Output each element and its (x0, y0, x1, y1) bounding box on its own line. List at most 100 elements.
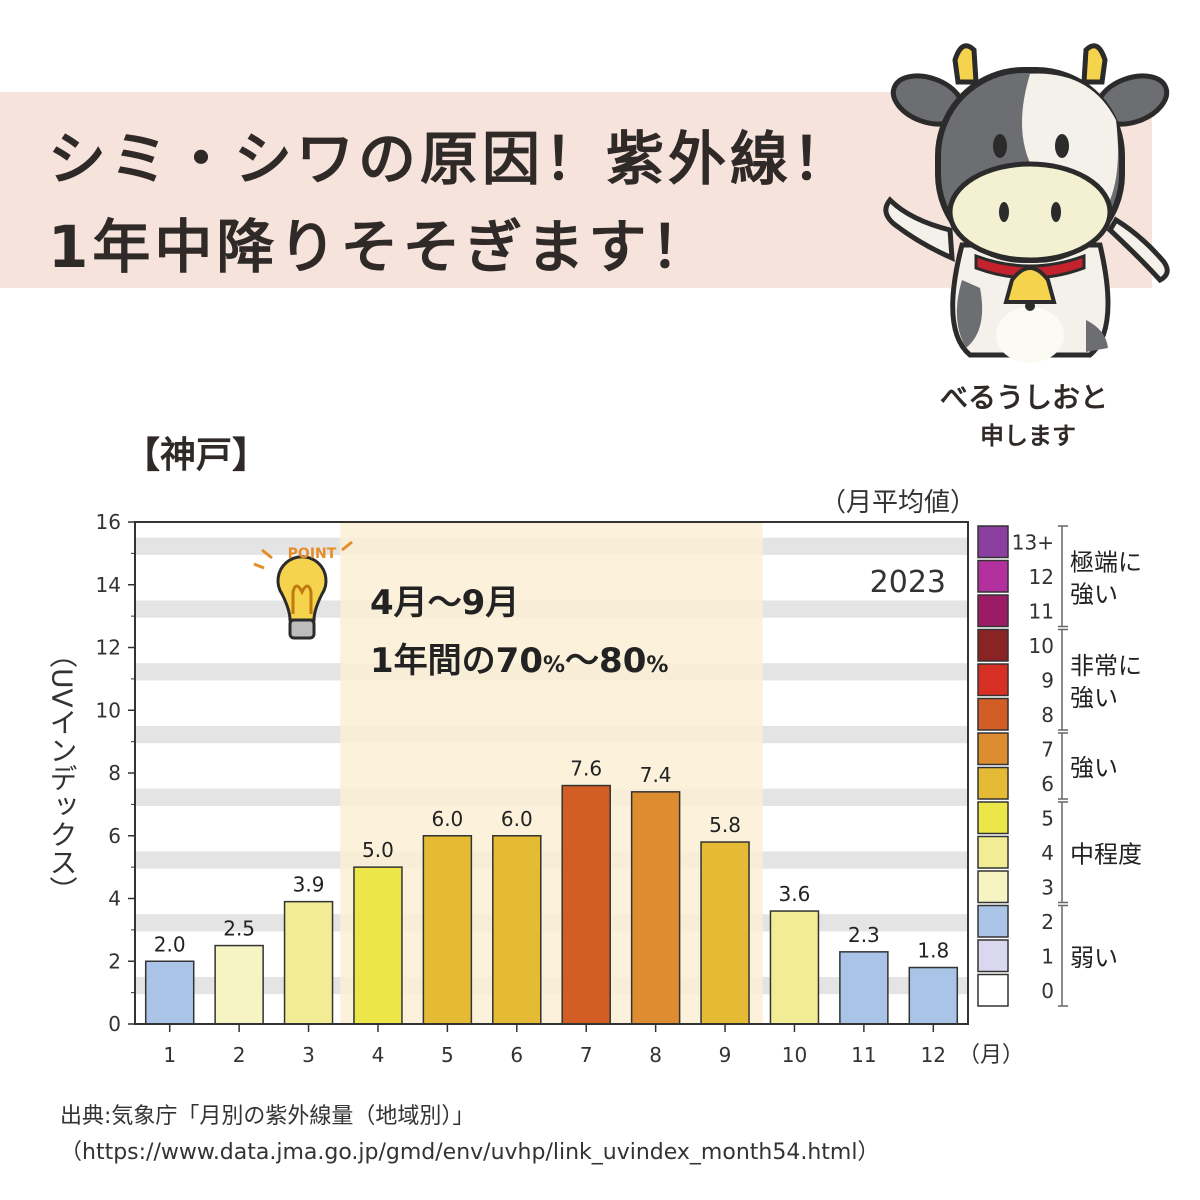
highlight-band (340, 522, 763, 1024)
uv-level-swatch (977, 732, 1009, 766)
y-tick-label: 4 (108, 887, 121, 911)
highlight-pct1: % (543, 653, 565, 678)
uv-level-swatch (977, 870, 1009, 904)
point-ray (341, 540, 353, 552)
x-tick-label: 12 (921, 1043, 946, 1067)
uv-bar-chart: 2.0 2.5 3.9 5.0 6.0 6.0 7.6 7.4 5.8 3.6 2.3 1.8 0 2 4… (46, 510, 1143, 1068)
uv-level-swatch (977, 525, 1009, 559)
bar-month-12 (908, 966, 959, 1025)
cow-mascot-icon (883, 43, 1170, 363)
lightbulb-icon (276, 555, 328, 640)
source-line2: （https://www.data.jma.go.jp/gmd/env/uvhp… (60, 1140, 880, 1165)
y-tick-label: 6 (108, 824, 121, 848)
x-tick-label: 11 (851, 1043, 876, 1067)
point-label: POINT (288, 546, 337, 562)
x-axis-label: （月） (958, 1043, 1024, 1068)
x-tick-label: 9 (719, 1043, 732, 1067)
value-label: 5.8 (709, 813, 741, 837)
uv-level-swatch (977, 594, 1009, 628)
uv-level-label: 0 (1041, 979, 1054, 1003)
bar-month-2 (214, 944, 264, 1025)
uv-category-label: 非常に (1070, 652, 1142, 680)
uv-level-label: 9 (1041, 668, 1054, 692)
x-tick-label: 2 (233, 1043, 246, 1067)
value-label: 7.4 (640, 763, 672, 787)
bar-month-11 (839, 951, 889, 1025)
headline-line1: シミ・シワの原因！紫外線！ (48, 125, 855, 193)
y-axis-ticks: 0 2 4 6 8 10 12 14 16 (96, 510, 135, 1036)
uv-level-label: 5 (1041, 806, 1054, 830)
value-label: 5.0 (362, 838, 394, 862)
y-axis-label: （UVインデックス） (46, 640, 79, 904)
uv-level-label: 12 (1029, 565, 1054, 589)
value-label: 1.8 (917, 939, 949, 963)
uv-level-swatch (977, 697, 1009, 731)
value-label: 2.3 (848, 923, 880, 947)
uv-level-label: 6 (1041, 772, 1054, 796)
uv-category-label: 極端に (1070, 548, 1142, 576)
uv-level-swatch (977, 801, 1009, 835)
uv-category-label: 強い (1070, 754, 1118, 782)
bar-month-1 (144, 960, 195, 1025)
uv-category-label: 強い (1070, 580, 1118, 608)
uv-level-swatch (977, 835, 1009, 869)
value-label: 6.0 (431, 807, 463, 831)
source-line1: 出典:気象庁「月別の紫外線量（地域別）」 (60, 1104, 475, 1129)
highlight-line1: 4月〜9月 (370, 583, 519, 623)
uv-level-label: 3 (1041, 875, 1054, 899)
mascot-caption-line2: 申します (980, 422, 1076, 450)
value-label: 3.6 (779, 882, 811, 906)
bar-month-7 (561, 784, 611, 1025)
bar-month-6 (492, 835, 542, 1025)
y-tick-label: 0 (108, 1012, 121, 1036)
mascot-caption-line1: べるうしおと (940, 381, 1109, 414)
bar-month-10 (769, 910, 820, 1025)
y-tick-label: 16 (96, 510, 121, 534)
bar-month-8 (630, 791, 681, 1025)
highlight-sep: 〜 (565, 641, 599, 681)
x-tick-label: 10 (782, 1043, 807, 1067)
unit-note: （月平均値） (820, 488, 977, 518)
uv-level-label: 7 (1041, 737, 1054, 761)
x-tick-label: 1 (163, 1043, 176, 1067)
uv-level-swatch (977, 939, 1009, 973)
uv-level-swatch (977, 973, 1009, 1007)
value-labels: 2.0 2.5 3.9 5.0 6.0 6.0 7.6 7.4 5.8 3.6 2.3 1.8 (154, 757, 949, 963)
bar-month-5 (422, 835, 473, 1025)
y-tick-label: 2 (108, 949, 121, 973)
value-label: 2.5 (223, 917, 255, 941)
uv-level-label: 10 (1029, 634, 1054, 658)
highlight-line2: 1年間の70%〜80% (370, 641, 668, 681)
x-tick-label: 6 (510, 1043, 523, 1067)
x-tick-label: 4 (372, 1043, 385, 1067)
uv-category-label: 弱い (1070, 944, 1118, 972)
x-axis-ticks: 1 2 3 4 5 6 7 8 9 10 11 12 (163, 1024, 946, 1067)
uv-category-label: 中程度 (1070, 840, 1142, 868)
uv-level-label: 2 (1041, 910, 1054, 934)
uv-category-label: 強い (1070, 684, 1118, 712)
value-label: 2.0 (154, 932, 186, 956)
y-tick-label: 10 (96, 698, 121, 722)
uv-level-label: 4 (1041, 841, 1054, 865)
x-tick-label: 8 (649, 1043, 662, 1067)
uv-level-swatch (977, 904, 1009, 938)
highlight-pct2: % (646, 653, 668, 678)
point-ray (261, 548, 273, 560)
point-badge: POINT (253, 540, 353, 640)
point-ray (253, 562, 265, 570)
uv-level-swatch (977, 628, 1009, 662)
y-tick-label: 12 (96, 636, 121, 660)
uv-level-label: 11 (1029, 599, 1054, 623)
x-tick-label: 7 (580, 1043, 593, 1067)
year-label: 2023 (870, 565, 946, 600)
highlight-prefix: 1年間の (370, 641, 496, 681)
x-tick-label: 3 (302, 1043, 315, 1067)
bar-month-9 (700, 841, 750, 1025)
highlight-num2: 80 (599, 641, 646, 681)
y-tick-label: 14 (96, 573, 121, 597)
uv-level-label: 13+ (1012, 530, 1054, 554)
uv-level-label: 1 (1041, 944, 1054, 968)
uv-level-swatch (977, 559, 1009, 593)
chart-title: 【神戸】 (124, 435, 269, 476)
